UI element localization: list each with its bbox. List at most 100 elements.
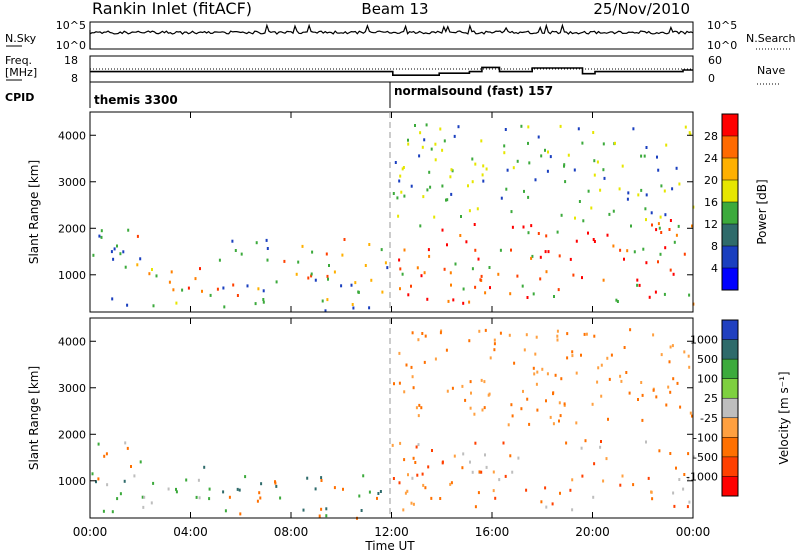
velocity-colorbar-swatch	[722, 320, 738, 341]
power-pixel	[446, 198, 449, 202]
power-pixel	[181, 288, 184, 292]
velocity-pixel	[195, 495, 198, 499]
power-pixel	[563, 163, 566, 167]
velocity-pixel	[402, 508, 405, 512]
velocity-pixel	[566, 332, 569, 336]
power-pixel	[572, 273, 575, 277]
power-pixel	[471, 157, 474, 161]
power-pixel	[427, 248, 430, 252]
power-pixel	[503, 144, 506, 148]
velocity-pixel	[403, 458, 406, 462]
power-pixel	[403, 194, 406, 198]
velocity-pixel	[692, 455, 695, 459]
power-pixel	[357, 290, 360, 294]
power-pixel	[343, 238, 346, 241]
power-pixel	[439, 127, 442, 131]
power-pixel	[658, 226, 661, 230]
power-pixel	[640, 154, 643, 158]
velocity-pixel	[111, 510, 114, 514]
velocity-pixel	[580, 446, 583, 450]
power-pixel	[675, 233, 678, 237]
velocity-pixel	[536, 408, 539, 412]
power-pixel	[663, 292, 666, 296]
power-pixel	[139, 257, 142, 261]
velocity-ylabel: Slant Range [km]	[27, 366, 41, 470]
velocity-pixel	[569, 488, 572, 492]
power-pixel	[644, 207, 647, 211]
power-pixel	[468, 300, 471, 304]
power-pixel	[581, 276, 583, 280]
station-title: Rankin Inlet (fitACF)	[92, 0, 252, 18]
power-pixel	[546, 169, 549, 173]
power-pixel	[265, 238, 268, 242]
velocity-pixel	[554, 373, 557, 377]
power-pixel	[446, 243, 448, 247]
velocity-pixel	[440, 329, 443, 333]
power-pixel	[326, 298, 329, 302]
velocity-pixel	[256, 499, 259, 503]
power-pixel	[370, 278, 373, 282]
velocity-pixel	[687, 354, 690, 358]
velocity-pixel	[510, 403, 513, 407]
power-pixel	[479, 278, 482, 282]
velocity-pixel	[123, 479, 126, 483]
power-pixel	[410, 184, 413, 188]
velocity-pixel	[279, 496, 282, 500]
velocity-pixel	[683, 473, 686, 476]
velocity-pixel	[525, 333, 528, 337]
beam-title: Beam 13	[361, 0, 428, 18]
power-colorbar-tick: 24	[704, 152, 718, 165]
velocity-pixel	[632, 483, 635, 487]
velocity-pixel	[523, 348, 526, 352]
power-pixel	[581, 141, 584, 145]
power-pixel	[532, 292, 535, 296]
velocity-pixel	[658, 449, 661, 453]
power-pixel	[433, 215, 436, 219]
power-pixel	[606, 233, 609, 237]
power-pixel	[297, 260, 300, 264]
power-pixel	[526, 296, 529, 299]
velocity-pixel	[417, 338, 420, 342]
velocity-pixel	[660, 353, 663, 357]
velocity-pixel	[414, 461, 417, 464]
velocity-colorbar-tick: -25	[700, 412, 718, 425]
velocity-pixel	[571, 508, 574, 512]
velocity-pixel	[185, 478, 188, 482]
velocity-pixel	[668, 360, 671, 364]
power-pixel	[616, 300, 619, 303]
velocity-pixel	[511, 414, 514, 418]
power-pixel	[462, 301, 465, 305]
power-pixel	[560, 213, 563, 217]
velocity-pixel	[424, 486, 427, 490]
velocity-pixel	[411, 375, 414, 379]
velocity-pixel	[399, 441, 402, 445]
power-pixel	[452, 298, 455, 302]
power-pixel	[645, 218, 647, 222]
power-pixel	[482, 164, 485, 168]
power-pixel	[100, 235, 103, 239]
velocity-pixel	[581, 474, 584, 478]
velocity-pixel	[133, 474, 136, 478]
velocity-pixel	[404, 491, 407, 495]
velocity-pixel	[593, 334, 596, 338]
power-scatter	[92, 123, 695, 313]
velocity-pixel	[517, 456, 520, 460]
power-pixel	[399, 267, 402, 271]
power-pixel	[630, 224, 632, 228]
power-pixel	[637, 193, 640, 197]
velocity-pixel	[415, 445, 418, 449]
power-pixel	[451, 169, 454, 173]
power-pixel	[636, 278, 639, 282]
velocity-pixel	[407, 473, 409, 477]
power-pixel	[266, 258, 269, 262]
velocity-ytick-label: 3000	[58, 382, 86, 395]
power-pixel	[394, 161, 397, 164]
velocity-pixel	[608, 377, 611, 381]
velocity-pixel	[474, 505, 477, 509]
cpid-label: CPID	[5, 91, 34, 104]
power-pixel	[311, 250, 314, 254]
power-pixel	[614, 141, 616, 145]
power-pixel	[310, 274, 313, 278]
power-pixel	[465, 240, 468, 244]
power-pixel	[476, 207, 479, 211]
